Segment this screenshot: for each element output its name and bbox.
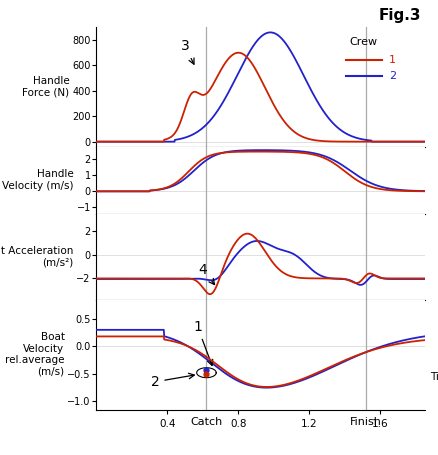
Text: Crew: Crew [350,37,378,46]
Y-axis label: Boat Acceleration
(m/s²): Boat Acceleration (m/s²) [0,246,74,268]
Text: 1: 1 [193,320,213,365]
Y-axis label: Boat
Velocity
rel.average
(m/s): Boat Velocity rel.average (m/s) [5,332,64,377]
Text: 2: 2 [151,373,194,389]
Text: Catch: Catch [191,417,223,427]
Y-axis label: Handle
Velocity (m/s): Handle Velocity (m/s) [2,169,74,191]
Text: Fig.3: Fig.3 [379,8,421,23]
Text: 3: 3 [181,39,194,64]
Y-axis label: Handle
Force (N): Handle Force (N) [22,76,70,98]
Text: Time (s): Time (s) [430,372,438,382]
Text: 1: 1 [389,55,396,65]
Text: 2: 2 [389,71,396,81]
Text: Finish: Finish [350,417,382,427]
Text: 4: 4 [198,263,215,284]
